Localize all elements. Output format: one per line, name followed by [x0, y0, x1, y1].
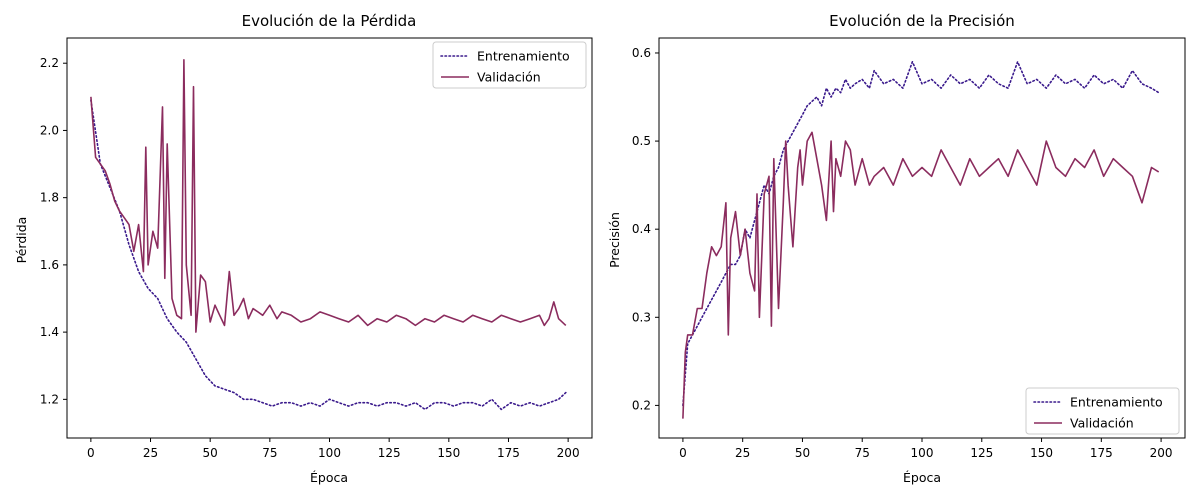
loss-chart-xlabel: Época: [310, 470, 348, 485]
accuracy-chart-ylabel: Precisión: [607, 212, 622, 268]
loss-x-tick-label: 175: [497, 446, 520, 460]
loss-plot-frame: [66, 37, 593, 439]
accuracy-legend-box: [1025, 387, 1180, 435]
loss-y-tick-label: 1.2: [40, 392, 59, 406]
accuracy-legend-label-train: Entrenamiento: [1070, 395, 1163, 410]
accuracy-y-tick-label: 0.4: [632, 222, 651, 236]
loss-series-val-line: [90, 58, 567, 333]
accuracy-chart-title: Evolución de la Precisión: [829, 12, 1015, 30]
accuracy-x-tick-label: 50: [795, 446, 810, 460]
accuracy-legend-label-val: Validación: [1070, 416, 1134, 431]
accuracy-x-tick-label: 200: [1150, 446, 1173, 460]
accuracy-x-tick-label: 175: [1090, 446, 1113, 460]
loss-legend-label-train: Entrenamiento: [477, 49, 570, 64]
loss-x-tick-label: 100: [318, 446, 341, 460]
loss-chart-ylabel: Pérdida: [14, 217, 29, 264]
loss-legend-label-val: Validación: [477, 70, 541, 85]
loss-series-train-line: [90, 99, 567, 411]
loss-y-tick-label: 2.0: [40, 123, 59, 137]
loss-legend-box: [432, 41, 587, 89]
accuracy-series-train-line: [682, 60, 1160, 407]
loss-x-tick-label: 25: [143, 446, 158, 460]
accuracy-y-tick-label: 0.2: [632, 398, 651, 412]
loss-y-tick-label: 1.4: [40, 325, 59, 339]
accuracy-y-tick-label: 0.3: [632, 310, 651, 324]
accuracy-series-val-line: [682, 131, 1160, 419]
loss-x-tick-label: 50: [203, 446, 218, 460]
loss-x-tick-label: 200: [557, 446, 580, 460]
loss-x-tick-label: 150: [437, 446, 460, 460]
accuracy-chart: Evolución de la Precisión Época Precisió…: [607, 12, 1186, 485]
accuracy-x-tick-label: 100: [911, 446, 934, 460]
loss-y-tick-label: 1.8: [40, 191, 59, 205]
loss-legend: Entrenamiento Validación: [432, 41, 587, 89]
accuracy-x-tick-label: 0: [679, 446, 687, 460]
accuracy-chart-xlabel: Época: [903, 470, 941, 485]
accuracy-legend: Entrenamiento Validación: [1025, 387, 1180, 435]
loss-y-tick-label: 1.6: [40, 258, 59, 272]
loss-y-tick-label: 2.2: [40, 56, 59, 70]
accuracy-x-tick-label: 125: [970, 446, 993, 460]
accuracy-x-tick-label: 150: [1030, 446, 1053, 460]
accuracy-x-tick-label: 25: [735, 446, 750, 460]
loss-chart: Evolución de la Pérdida Época Pérdida 0 2…: [14, 12, 593, 485]
accuracy-y-tick-label: 0.6: [632, 46, 651, 60]
loss-x-tick-label: 75: [262, 446, 277, 460]
loss-x-tick-label: 125: [378, 446, 401, 460]
loss-x-tick-label: 0: [87, 446, 95, 460]
loss-chart-title: Evolución de la Pérdida: [242, 12, 417, 30]
accuracy-y-tick-label: 0.5: [632, 134, 651, 148]
accuracy-x-tick-label: 75: [855, 446, 870, 460]
